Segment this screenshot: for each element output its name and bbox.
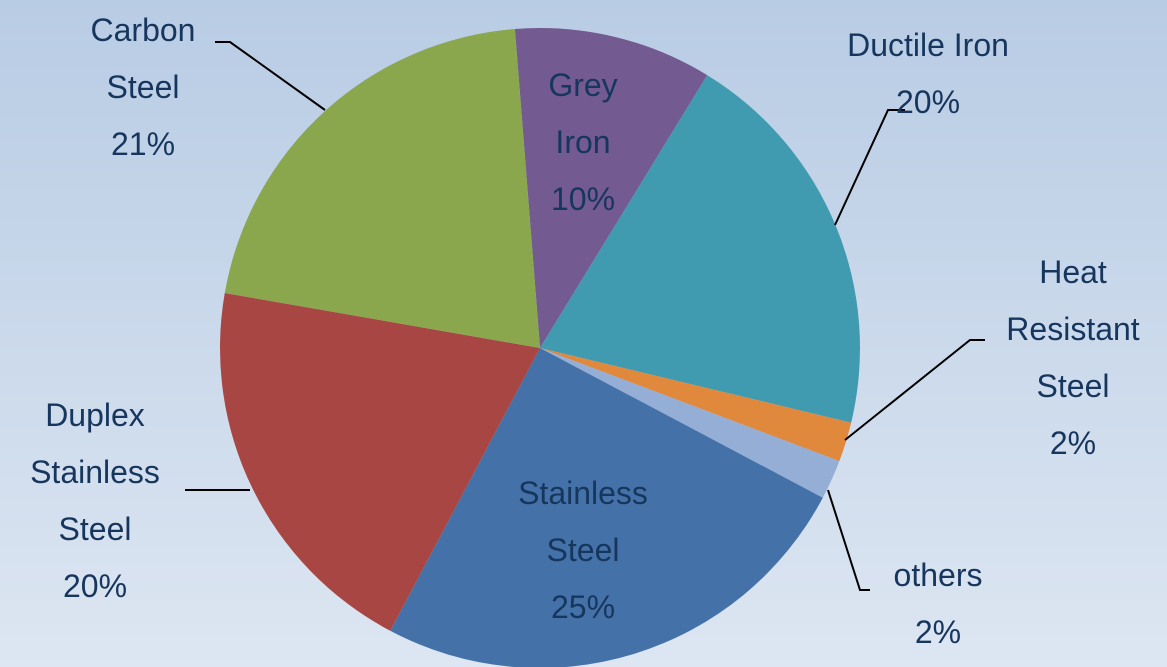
slice-label: others 2%: [863, 547, 1013, 661]
category-label: Grey Iron: [548, 67, 618, 160]
value-label: 21%: [110, 126, 176, 162]
pie-slice: [540, 348, 852, 462]
value-label: 25%: [550, 589, 616, 625]
value-label: 2%: [1049, 425, 1097, 461]
category-label: others: [893, 557, 983, 593]
pie-slice: [224, 28, 540, 349]
value-label: 10%: [550, 181, 616, 217]
slices: [220, 27, 860, 667]
slice-label: Stainless Steel 25%: [493, 465, 673, 636]
leader-line: [834, 109, 905, 226]
leader-line: [215, 41, 326, 111]
slice-label: Heat Resistant Steel 2%: [978, 244, 1167, 472]
category-label: Duplex Stainless Steel: [30, 397, 160, 547]
category-label: Heat Resistant Steel: [1006, 254, 1140, 404]
pie-slice: [220, 292, 540, 631]
value-label: 20%: [895, 84, 961, 120]
category-label: Ductile Iron: [847, 27, 1009, 63]
value-label: 2%: [914, 614, 962, 650]
pie-slice: [540, 348, 840, 498]
value-label: 20%: [62, 568, 128, 604]
slice-label: Carbon Steel 21%: [68, 2, 218, 173]
category-label: Carbon Steel: [90, 12, 196, 105]
leader-line: [827, 489, 870, 591]
slice-label: Duplex Stainless Steel 20%: [0, 387, 190, 615]
pie-slice: [540, 75, 860, 423]
pie-slice: [390, 348, 823, 667]
pie-slice: [514, 27, 708, 348]
leader-line: [844, 339, 985, 441]
slice-label: Ductile Iron 20%: [808, 17, 1048, 131]
category-label: Stainless Steel: [518, 475, 648, 568]
slice-label: Grey Iron 10%: [528, 57, 638, 228]
